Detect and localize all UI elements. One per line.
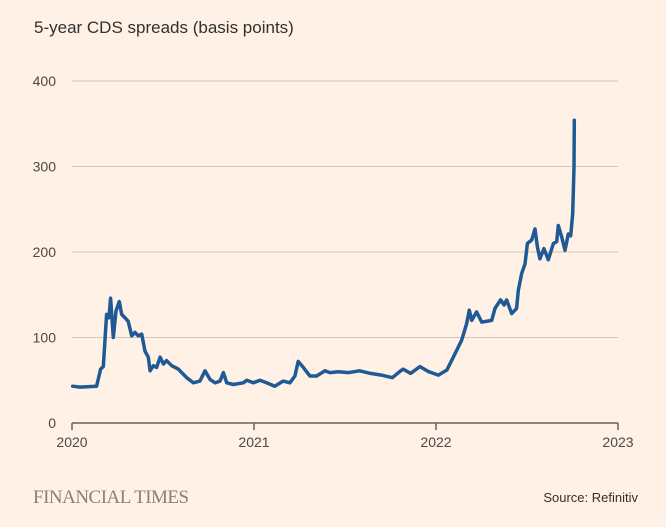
series-line-cds-spread — [70, 118, 577, 389]
y-tick-label: 0 — [48, 415, 56, 431]
x-tick-label: 2021 — [238, 434, 269, 450]
x-tick-label: 2022 — [420, 434, 451, 450]
y-axis-ticks: 0 100 200 300 400 — [33, 73, 57, 431]
y-tick-label: 400 — [33, 73, 57, 89]
source-note: Source: Refinitiv — [543, 490, 638, 505]
line-chart: 0 100 200 300 400 2020 2021 2022 2023 — [33, 73, 634, 450]
y-tick-label: 100 — [33, 330, 57, 346]
y-tick-label: 200 — [33, 244, 57, 260]
x-tick-label: 2023 — [602, 434, 633, 450]
x-tick-label: 2020 — [56, 434, 87, 450]
y-tick-label: 300 — [33, 159, 57, 175]
chart-title: 5-year CDS spreads (basis points) — [34, 18, 294, 37]
ft-logo: FINANCIAL TIMES — [33, 487, 189, 508]
x-axis: 2020 2021 2022 2023 — [56, 422, 634, 450]
gridlines — [72, 80, 618, 338]
